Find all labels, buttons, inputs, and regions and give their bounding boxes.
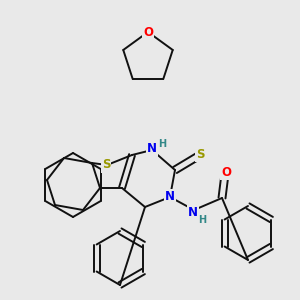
Text: N: N [147, 142, 157, 155]
Text: N: N [188, 206, 198, 220]
Text: N: N [165, 190, 175, 203]
Text: O: O [143, 26, 153, 38]
Text: H: H [198, 215, 206, 225]
Text: O: O [221, 166, 231, 178]
Text: H: H [158, 139, 166, 149]
Text: S: S [196, 148, 204, 160]
Text: S: S [102, 158, 110, 172]
